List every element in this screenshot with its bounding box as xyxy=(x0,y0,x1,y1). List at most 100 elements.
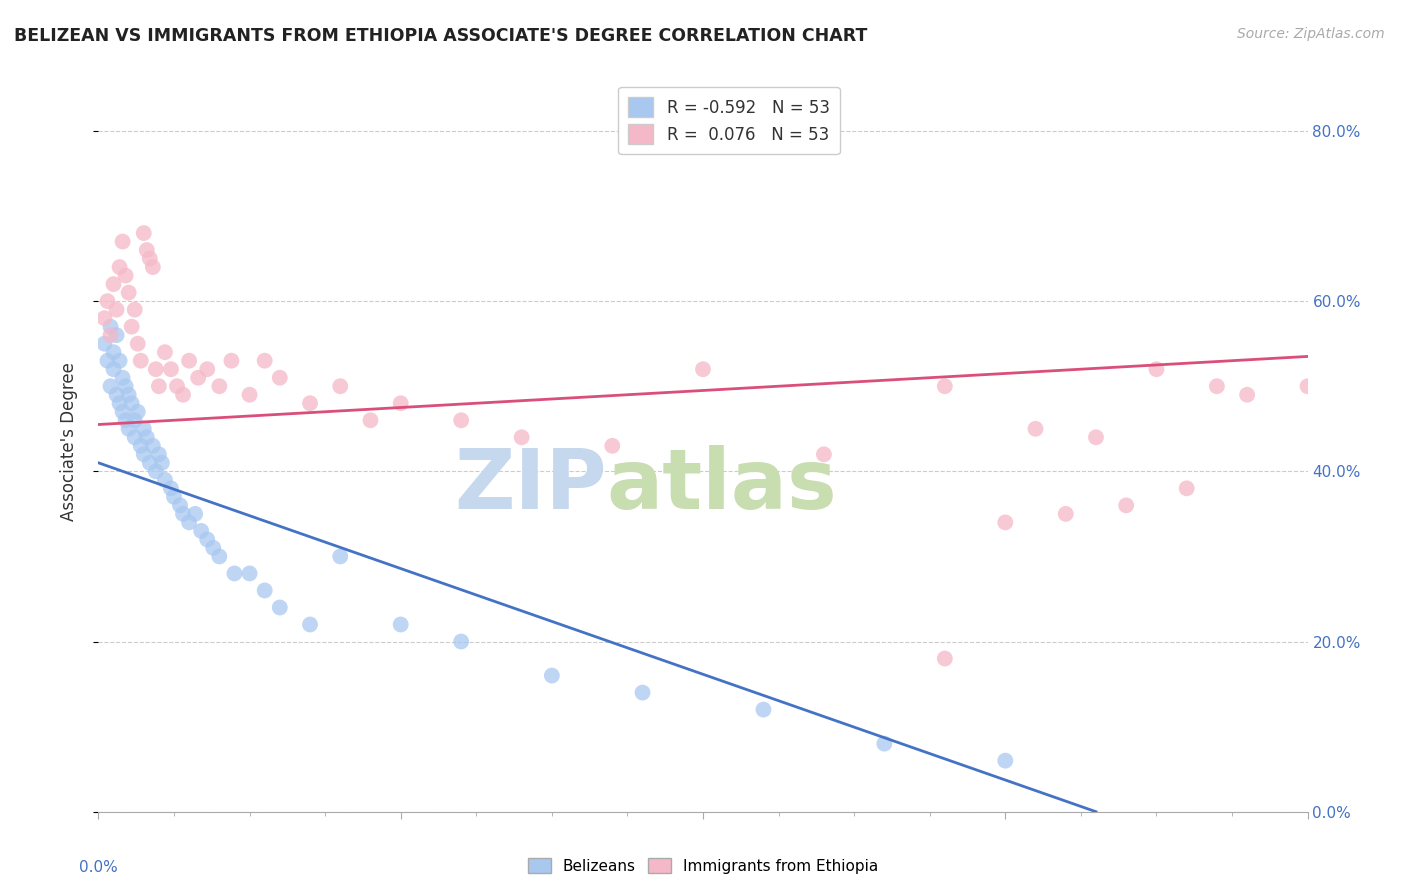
Point xyxy=(160,481,183,495)
Point xyxy=(145,464,167,478)
Point xyxy=(93,336,115,351)
Point xyxy=(299,617,322,632)
Point xyxy=(239,388,262,402)
Point xyxy=(221,353,243,368)
Point xyxy=(195,533,218,547)
Point xyxy=(813,447,835,461)
Point xyxy=(1175,481,1198,495)
Point xyxy=(121,396,143,410)
Point xyxy=(160,362,183,376)
Legend: Belizeans, Immigrants from Ethiopia: Belizeans, Immigrants from Ethiopia xyxy=(522,852,884,880)
Point xyxy=(118,285,141,300)
Point xyxy=(111,235,134,249)
Point xyxy=(135,243,157,257)
Point xyxy=(163,490,186,504)
Point xyxy=(994,754,1017,768)
Point xyxy=(114,268,136,283)
Point xyxy=(114,379,136,393)
Point xyxy=(132,447,155,461)
Point xyxy=(121,319,143,334)
Point xyxy=(150,456,173,470)
Point xyxy=(752,703,775,717)
Point xyxy=(239,566,262,581)
Y-axis label: Associate's Degree: Associate's Degree xyxy=(59,362,77,521)
Point xyxy=(103,345,125,359)
Point xyxy=(1144,362,1167,376)
Point xyxy=(510,430,533,444)
Point xyxy=(108,353,131,368)
Point xyxy=(360,413,382,427)
Point xyxy=(100,319,122,334)
Point xyxy=(1296,379,1319,393)
Point xyxy=(184,507,207,521)
Point xyxy=(602,439,624,453)
Point xyxy=(96,294,118,309)
Point xyxy=(111,405,134,419)
Point xyxy=(111,370,134,384)
Point xyxy=(105,302,128,317)
Point xyxy=(1024,422,1046,436)
Text: atlas: atlas xyxy=(606,445,837,526)
Point xyxy=(132,422,155,436)
Point xyxy=(108,396,131,410)
Point xyxy=(1206,379,1229,393)
Point xyxy=(105,328,128,343)
Point xyxy=(118,422,141,436)
Point xyxy=(253,583,276,598)
Point xyxy=(1054,507,1077,521)
Point xyxy=(96,353,118,368)
Point xyxy=(934,379,956,393)
Point xyxy=(329,549,352,564)
Point xyxy=(139,456,162,470)
Point xyxy=(389,396,412,410)
Point xyxy=(142,260,165,274)
Legend: R = -0.592   N = 53, R =  0.076   N = 53: R = -0.592 N = 53, R = 0.076 N = 53 xyxy=(619,87,839,154)
Point xyxy=(172,507,194,521)
Point xyxy=(142,439,165,453)
Text: Source: ZipAtlas.com: Source: ZipAtlas.com xyxy=(1237,27,1385,41)
Point xyxy=(153,345,176,359)
Point xyxy=(195,362,218,376)
Point xyxy=(224,566,246,581)
Point xyxy=(169,499,191,513)
Point xyxy=(190,524,212,538)
Point xyxy=(450,634,472,648)
Point xyxy=(329,379,352,393)
Point xyxy=(103,362,125,376)
Point xyxy=(124,302,146,317)
Point xyxy=(129,353,152,368)
Point xyxy=(934,651,956,665)
Point xyxy=(118,388,141,402)
Point xyxy=(179,353,201,368)
Point xyxy=(299,396,322,410)
Point xyxy=(269,600,291,615)
Point xyxy=(208,549,231,564)
Point xyxy=(139,252,162,266)
Point xyxy=(631,685,654,699)
Point xyxy=(269,370,291,384)
Point xyxy=(1115,499,1137,513)
Point xyxy=(994,516,1017,530)
Point xyxy=(135,430,157,444)
Point xyxy=(127,336,149,351)
Point xyxy=(108,260,131,274)
Point xyxy=(127,405,149,419)
Point xyxy=(105,388,128,402)
Text: ZIP: ZIP xyxy=(454,445,606,526)
Point xyxy=(179,516,201,530)
Point xyxy=(148,379,170,393)
Point xyxy=(208,379,231,393)
Point xyxy=(114,413,136,427)
Point xyxy=(540,668,562,682)
Point xyxy=(202,541,225,555)
Point xyxy=(172,388,194,402)
Text: 0.0%: 0.0% xyxy=(79,860,118,875)
Point xyxy=(1236,388,1258,402)
Point xyxy=(873,737,896,751)
Point xyxy=(124,413,146,427)
Point xyxy=(100,328,122,343)
Point xyxy=(187,370,209,384)
Point xyxy=(93,311,115,326)
Point xyxy=(153,473,176,487)
Point xyxy=(100,379,122,393)
